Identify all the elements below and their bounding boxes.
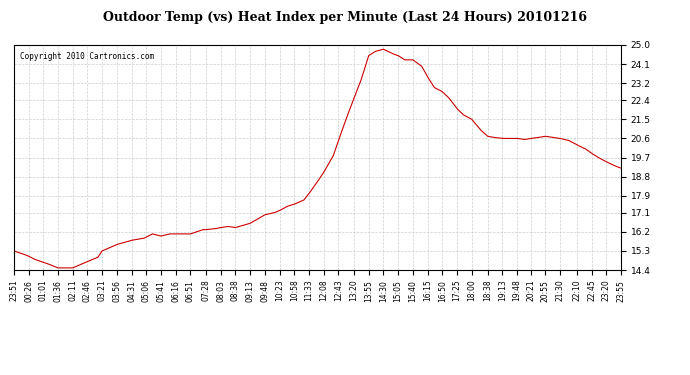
Text: Outdoor Temp (vs) Heat Index per Minute (Last 24 Hours) 20101216: Outdoor Temp (vs) Heat Index per Minute … <box>103 11 587 24</box>
Text: Copyright 2010 Cartronics.com: Copyright 2010 Cartronics.com <box>20 52 154 61</box>
